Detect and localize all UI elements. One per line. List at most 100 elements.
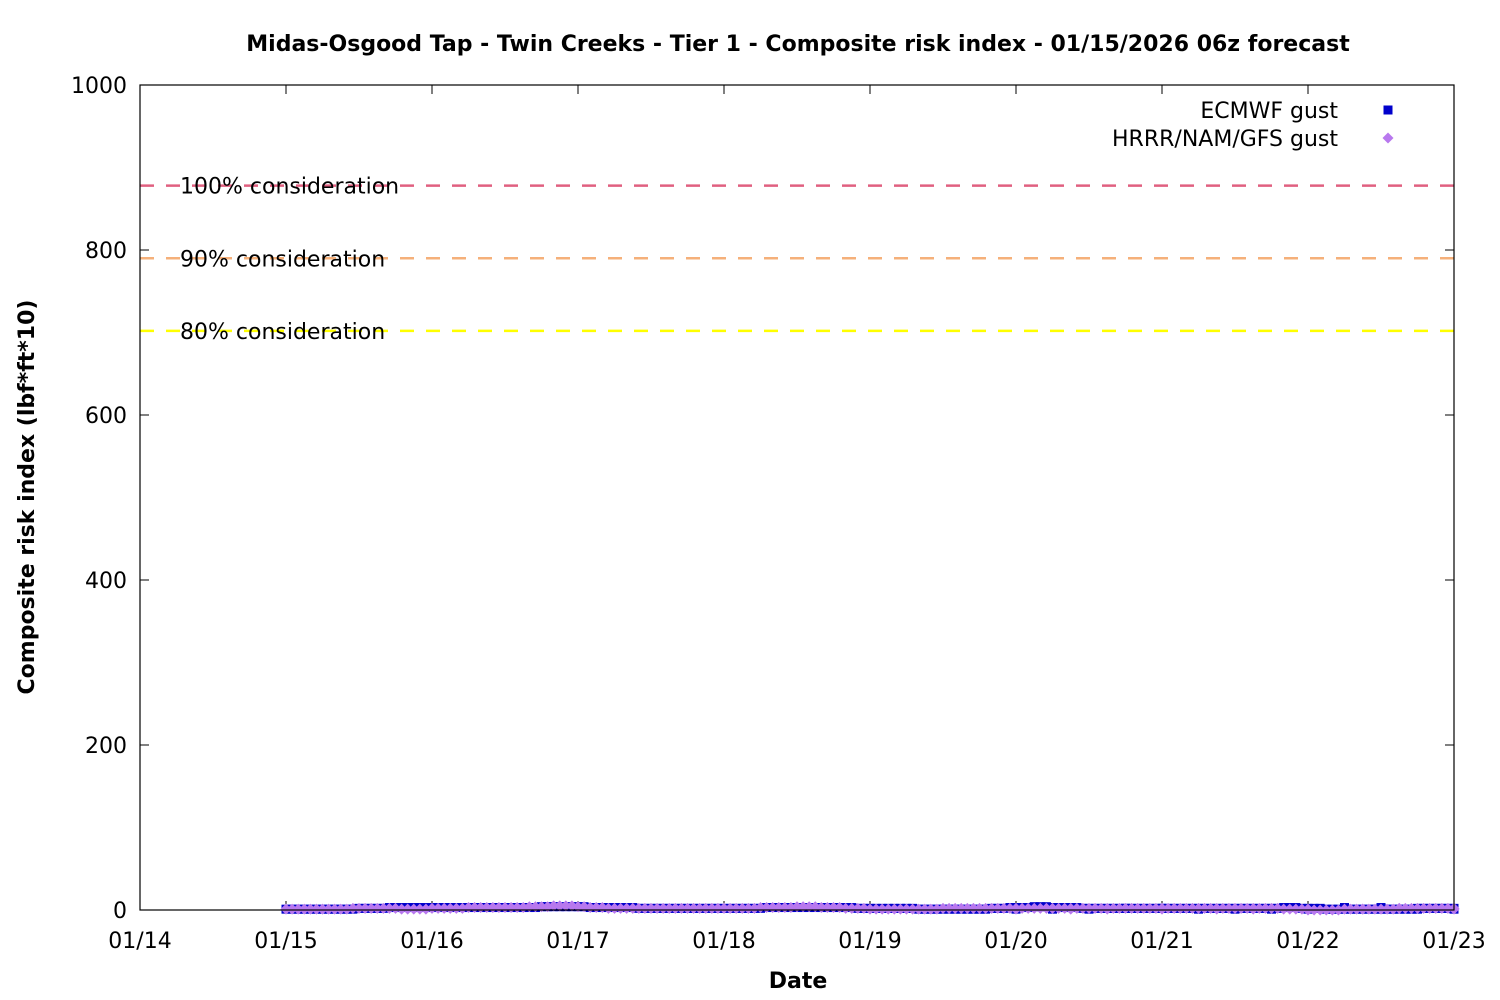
data-point <box>657 902 669 914</box>
data-point <box>846 902 858 914</box>
data-point <box>1369 903 1381 915</box>
data-point <box>633 902 645 914</box>
x-tick-label: 01/15 <box>254 929 317 954</box>
data-point <box>1193 902 1204 914</box>
data-point <box>907 903 919 915</box>
data-point <box>998 902 1010 914</box>
data-point <box>548 900 560 912</box>
data-point <box>1363 903 1375 915</box>
data-point <box>1053 902 1065 914</box>
data-point <box>627 902 639 914</box>
data-point <box>444 902 456 914</box>
legend-label: ECMWF gust <box>1200 99 1338 124</box>
x-tick-label: 01/22 <box>1276 929 1339 954</box>
legend-marker <box>1383 105 1393 115</box>
y-tick-label: 600 <box>85 404 127 429</box>
data-point <box>1028 902 1040 914</box>
data-point <box>724 902 736 914</box>
data-point <box>974 902 985 914</box>
data-point <box>913 903 925 915</box>
data-point <box>1399 902 1411 914</box>
data-point <box>1101 903 1113 915</box>
data-point <box>645 902 657 914</box>
plot-frame <box>139 84 1455 911</box>
data-point <box>310 903 322 915</box>
y-axis-label: Composite risk index (lbf*ft*10) <box>15 300 40 695</box>
data-point <box>1180 902 1192 914</box>
data-point <box>980 902 992 914</box>
data-point <box>876 903 888 915</box>
data-point <box>1083 902 1095 914</box>
y-tick-label: 200 <box>85 734 127 759</box>
data-point <box>347 902 359 914</box>
data-point <box>335 903 347 915</box>
data-point <box>663 902 675 914</box>
data-point <box>1424 902 1436 914</box>
data-point <box>365 902 377 914</box>
x-tick-label: 01/21 <box>1130 929 1193 954</box>
threshold-label: 90% consideration <box>180 247 385 272</box>
data-point <box>1089 902 1101 914</box>
data-point <box>1022 902 1034 914</box>
data-point <box>955 902 967 914</box>
data-point <box>1418 902 1430 914</box>
data-point <box>450 902 462 914</box>
data-point <box>1412 902 1423 914</box>
data-point <box>408 903 420 915</box>
data-point <box>1345 903 1357 915</box>
data-point <box>560 900 572 912</box>
data-point <box>1259 902 1271 914</box>
data-point <box>432 902 444 914</box>
data-point <box>1393 902 1405 914</box>
data-point <box>730 902 742 914</box>
data-point <box>1351 903 1363 915</box>
y-axis-ticks: 0 200 400 600 800 1000 <box>71 74 1454 924</box>
data-point <box>986 902 998 914</box>
data-point <box>609 902 620 914</box>
data-point <box>700 902 712 914</box>
data-point <box>1113 902 1125 914</box>
data-point <box>1375 903 1387 915</box>
data-point <box>383 902 395 914</box>
data-point <box>1047 902 1058 914</box>
data-point <box>882 903 894 915</box>
data-point <box>943 902 955 914</box>
data-point <box>919 903 931 915</box>
x-tick-label: 01/19 <box>838 929 901 954</box>
data-point <box>949 902 961 914</box>
data-point <box>402 903 414 915</box>
data-point <box>280 903 292 915</box>
data-point <box>377 902 389 914</box>
y-tick-label: 800 <box>85 239 127 264</box>
data-point <box>1199 902 1211 914</box>
y-tick-label: 400 <box>85 569 127 594</box>
data-point <box>329 903 341 915</box>
data-point <box>1126 902 1138 914</box>
data-point <box>870 903 882 915</box>
data-point <box>1247 903 1259 915</box>
data-point <box>1144 902 1156 914</box>
data-point <box>712 902 724 914</box>
data-point <box>359 902 371 914</box>
legend-marker <box>1382 132 1394 144</box>
data-point <box>694 902 706 914</box>
data-point <box>688 902 700 914</box>
data-point <box>298 903 310 915</box>
data-point <box>1156 903 1168 915</box>
data-point <box>742 902 754 914</box>
x-tick-label: 01/20 <box>984 929 1047 954</box>
data-point <box>1186 902 1198 914</box>
threshold-lines: 100% consideration 90% consideration 80% c… <box>140 175 1454 345</box>
threshold-label: 100% consideration <box>180 175 399 200</box>
y-tick-label: 0 <box>113 899 127 924</box>
data-point <box>1077 902 1089 914</box>
data-point <box>1381 903 1393 915</box>
x-tick-label: 01/23 <box>1422 929 1485 954</box>
data-point <box>682 902 693 914</box>
data-point <box>1223 902 1235 914</box>
data-point <box>602 902 614 914</box>
legend: ECMWF gust HRRR/NAM/GFS gust <box>1112 99 1394 152</box>
data-point <box>1266 902 1277 914</box>
data-point <box>554 900 566 912</box>
